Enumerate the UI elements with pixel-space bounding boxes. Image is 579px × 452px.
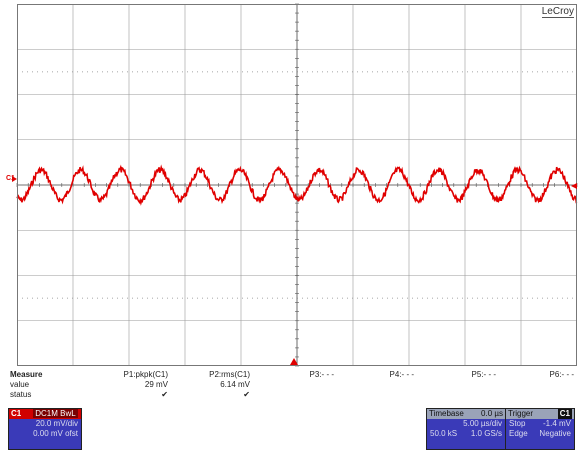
status-check-icon: ✔ xyxy=(243,390,250,399)
param-name: P3:- - - xyxy=(309,370,334,379)
trigger-source: C1 xyxy=(557,409,572,419)
param-p4[interactable]: P4:- - - xyxy=(354,370,414,380)
param-name: P2:rms(C1) xyxy=(209,370,250,379)
timebase-descriptor[interactable]: Timebase 0.0 µs 5.00 µs/div 50.0 kS 1.0 … xyxy=(426,408,506,450)
channel-label: C1 xyxy=(11,409,22,418)
param-name: P4:- - - xyxy=(389,370,414,379)
channel-coupling: DC1M BwL xyxy=(33,409,78,418)
param-name: P5:- - - xyxy=(471,370,496,379)
status-check-icon: ✔ xyxy=(161,390,168,399)
param-p1[interactable]: P1:pkpk(C1) 29 mV ✔ xyxy=(108,370,168,400)
measure-title: Measure xyxy=(10,370,43,379)
trigger-slope: Negative xyxy=(539,429,571,438)
timebase-delay: 0.0 µs xyxy=(481,409,503,418)
trigger-level: -1.4 mV xyxy=(542,419,571,428)
measure-panel: Measure value status P1:pkpk(C1) 29 mV ✔… xyxy=(8,370,578,406)
waveform-grid[interactable] xyxy=(0,0,579,370)
param-p2[interactable]: P2:rms(C1) 6.14 mV ✔ xyxy=(190,370,250,400)
channel-offset: 0.00 mV ofst xyxy=(33,429,78,438)
param-value: 6.14 mV xyxy=(220,380,250,389)
time-per-div: 5.00 µs/div xyxy=(463,419,502,428)
volts-per-div: 20.0 mV/div xyxy=(35,419,78,428)
sample-count: 50.0 kS xyxy=(430,429,458,438)
sample-rate: 1.0 GS/s xyxy=(470,429,502,438)
param-p6[interactable]: P6:- - - xyxy=(514,370,574,380)
status-row-label: status xyxy=(10,390,32,399)
param-p3[interactable]: P3:- - - xyxy=(274,370,334,380)
channel1-descriptor[interactable]: C1 DC1M BwL 20.0 mV/div 0.00 mV ofst xyxy=(8,408,82,450)
trigger-type: Edge xyxy=(509,429,528,438)
waveform-frame xyxy=(17,4,577,366)
waveform-trace-c1 xyxy=(16,164,578,206)
trigger-descriptor[interactable]: Trigger C1 Stop -1.4 mV Edge Negative xyxy=(505,408,575,450)
timebase-label: Timebase xyxy=(429,409,464,418)
channel-offset-marker[interactable]: C1 xyxy=(6,175,17,182)
param-value: 29 mV xyxy=(144,380,168,389)
param-name: P1:pkpk(C1) xyxy=(123,370,168,379)
param-name: P6:- - - xyxy=(549,370,574,379)
brand-logo: LeCroy xyxy=(541,6,574,18)
trigger-label: Trigger xyxy=(508,409,534,418)
trigger-position-marker[interactable] xyxy=(290,358,298,365)
param-p5[interactable]: P5:- - - xyxy=(436,370,496,380)
trigger-level-marker[interactable] xyxy=(571,183,577,189)
trigger-mode: Stop xyxy=(509,419,526,428)
value-row-label: value xyxy=(10,380,30,389)
